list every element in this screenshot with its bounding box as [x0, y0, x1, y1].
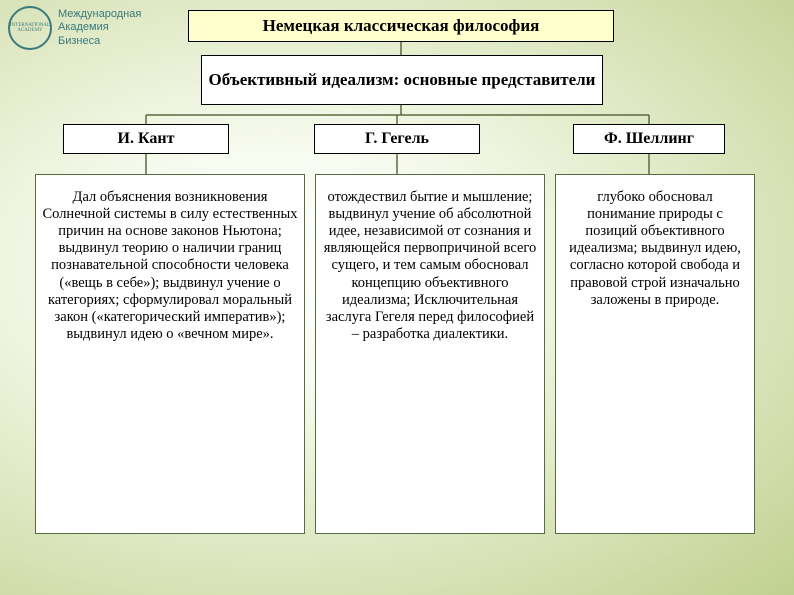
desc-text: отождествил бытие и мышление; выдвинул у… — [322, 183, 538, 343]
logo-text: Международная Академия Бизнеса — [58, 8, 141, 48]
philosopher-name-hegel: Г. Гегель — [314, 124, 480, 154]
name-text: Г. Гегель — [365, 130, 429, 148]
philosopher-name-kant: И. Кант — [63, 124, 229, 154]
philosopher-desc-schelling: глубоко обосновал понимание природы с по… — [555, 174, 755, 534]
logo-area: INTERNATIONAL ACADEMY Международная Акад… — [8, 6, 141, 50]
desc-text: Дал объяснения возникновения Солнечной с… — [42, 183, 298, 343]
philosopher-desc-hegel: отождествил бытие и мышление; выдвинул у… — [315, 174, 545, 534]
logo-line1: Международная — [58, 8, 141, 21]
title-text: Немецкая классическая философия — [263, 16, 540, 36]
desc-text: глубоко обосновал понимание природы с по… — [562, 183, 748, 309]
logo-emblem: INTERNATIONAL ACADEMY — [8, 6, 52, 50]
subtitle-text: Объективный идеализм: основные представи… — [209, 70, 596, 90]
name-text: Ф. Шеллинг — [604, 130, 694, 148]
philosopher-desc-kant: Дал объяснения возникновения Солнечной с… — [35, 174, 305, 534]
name-text: И. Кант — [118, 130, 175, 148]
logo-line2: Академия — [58, 21, 141, 34]
diagram-title: Немецкая классическая философия — [188, 10, 614, 42]
logo-line3: Бизнеса — [58, 35, 141, 48]
logo-circle-text: INTERNATIONAL ACADEMY — [10, 23, 50, 33]
diagram-subtitle: Объективный идеализм: основные представи… — [201, 55, 603, 105]
philosopher-name-schelling: Ф. Шеллинг — [573, 124, 725, 154]
